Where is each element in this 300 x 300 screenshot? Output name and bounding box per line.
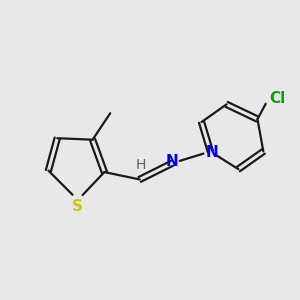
Text: H: H	[136, 158, 146, 172]
Text: N: N	[206, 146, 218, 160]
Text: N: N	[166, 154, 178, 169]
Text: Cl: Cl	[269, 91, 285, 106]
Text: S: S	[72, 199, 83, 214]
